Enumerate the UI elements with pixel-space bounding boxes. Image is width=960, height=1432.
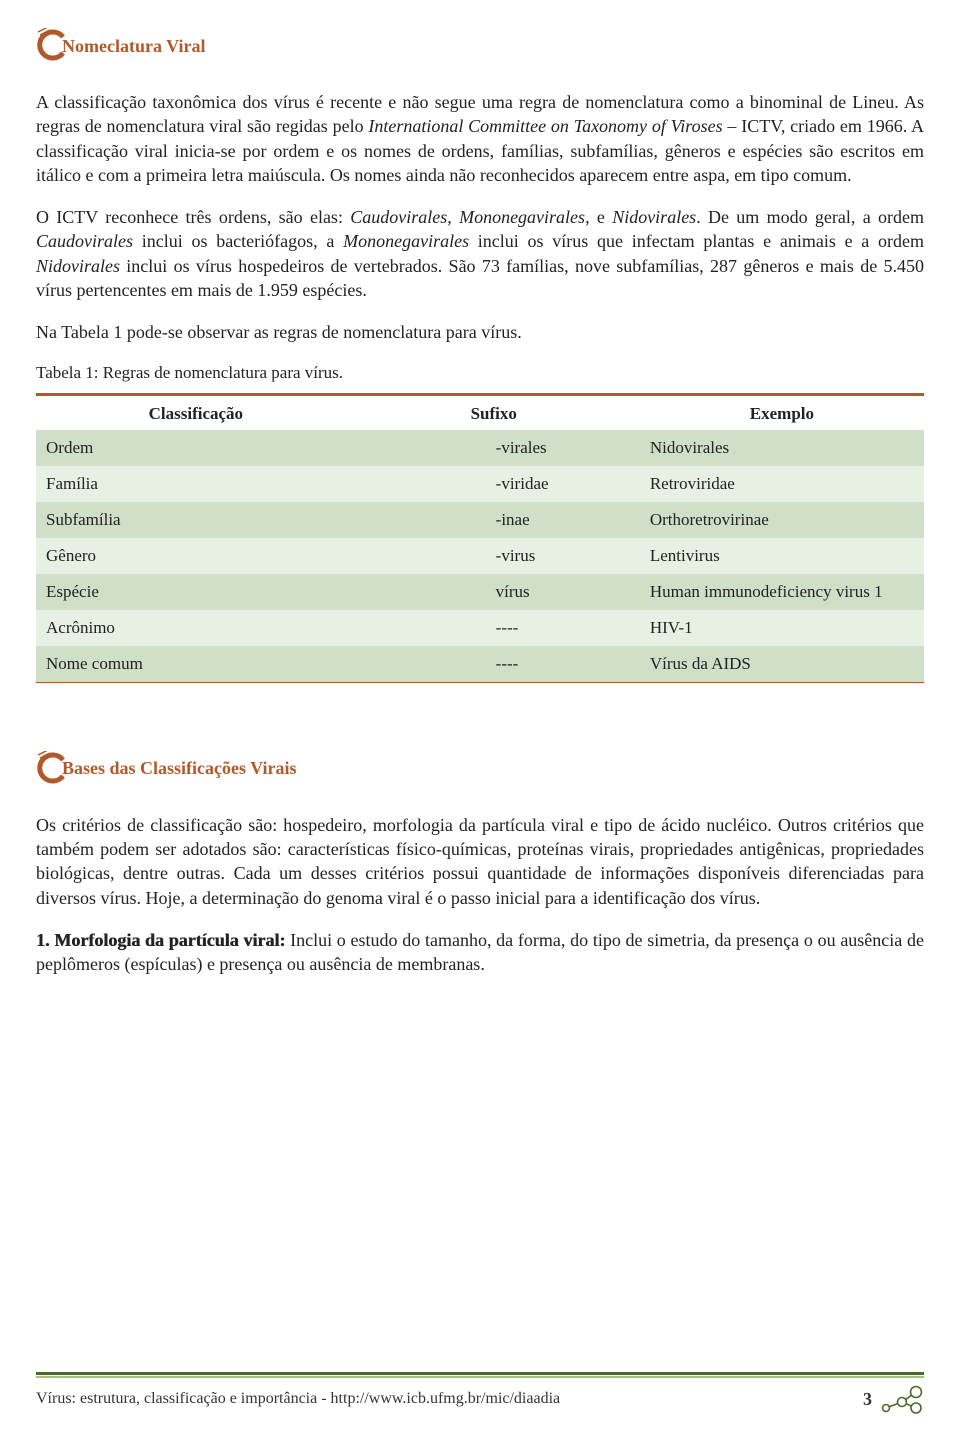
cell: Nome comum	[36, 646, 356, 682]
cell: Nidovirales	[640, 430, 924, 466]
table-row: Subfamília-inaeOrthoretrovirinae	[36, 502, 924, 538]
cell: Acrônimo	[36, 610, 356, 646]
cell: ----	[356, 610, 640, 646]
table-row: Família-viridaeRetroviridae	[36, 466, 924, 502]
cell: Orthoretrovirinae	[640, 502, 924, 538]
table-row: Ordem-viralesNidovirales	[36, 430, 924, 466]
page-number: 3	[863, 1389, 872, 1410]
cell: Retroviridae	[640, 466, 924, 502]
cell: -virales	[356, 430, 640, 466]
paragraph-4: Os critérios de classificação são: hospe…	[36, 813, 924, 910]
text-italic: Caudovirales	[36, 231, 133, 251]
c-letter-icon	[36, 28, 70, 62]
cell: Subfamília	[36, 502, 356, 538]
text-italic: Mononegavirales	[343, 231, 469, 251]
table-row: Gênero-virusLentivirus	[36, 538, 924, 574]
table-top-rule	[36, 393, 924, 396]
cell: Gênero	[36, 538, 356, 574]
text-italic: Caudovirales, Mononegavirales	[350, 207, 585, 227]
text: inclui os bacteriófagos, a	[133, 231, 343, 251]
cell: -virus	[356, 538, 640, 574]
text: inclui os vírus que infectam plantas e a…	[469, 231, 924, 251]
nomenclature-table: Classificação Sufixo Exemplo Ordem-viral…	[36, 398, 924, 682]
table-row: EspécievírusHuman immunodeficiency virus…	[36, 574, 924, 610]
cell: -viridae	[356, 466, 640, 502]
paragraph-5: 1. Morfologia da partícula viral: Inclui…	[36, 928, 924, 977]
c-letter-icon	[36, 751, 70, 785]
cell: Vírus da AIDS	[640, 646, 924, 682]
footer-right: 3	[863, 1384, 924, 1414]
col-header: Exemplo	[640, 398, 924, 430]
footer-rule	[36, 1372, 924, 1375]
subsection-label: 1. Morfologia da partícula viral:	[36, 930, 285, 950]
cell: Espécie	[36, 574, 356, 610]
cell: Lentivirus	[640, 538, 924, 574]
cell: Human immunodeficiency virus 1	[640, 574, 924, 610]
molecule-icon	[880, 1384, 924, 1414]
cell: HIV-1	[640, 610, 924, 646]
footer-text: Vírus: estrutura, classificação e import…	[36, 1390, 560, 1408]
cell: -inae	[356, 502, 640, 538]
section-heading-nomenclature: Nomeclatura Viral	[36, 28, 924, 62]
text: . De um modo geral, a ordem	[696, 207, 924, 227]
section-heading-bases: Bases das Classificações Virais	[36, 751, 924, 785]
paragraph-2: O ICTV reconhece três ordens, são elas: …	[36, 205, 924, 302]
text-italic: Nidovirales	[612, 207, 696, 227]
col-header: Classificação	[36, 398, 356, 430]
text: O ICTV reconhece três ordens, são elas:	[36, 207, 350, 227]
cell: ----	[356, 646, 640, 682]
table-row: Acrônimo----HIV-1	[36, 610, 924, 646]
text-italic: International Committee on Taxonomy of V…	[368, 116, 722, 136]
text: , e	[585, 207, 612, 227]
cell: Ordem	[36, 430, 356, 466]
paragraph-3: Na Tabela 1 pode-se observar as regras d…	[36, 320, 924, 344]
section-title: Nomeclatura Viral	[62, 34, 205, 57]
table-header-row: Classificação Sufixo Exemplo	[36, 398, 924, 430]
section-title: Bases das Classificações Virais	[62, 756, 297, 779]
paragraph-1: A classificação taxonômica dos vírus é r…	[36, 90, 924, 187]
col-header: Sufixo	[356, 398, 640, 430]
text-italic: Nidovirales	[36, 256, 120, 276]
table-row: Nome comum----Vírus da AIDS	[36, 646, 924, 682]
text: inclui os vírus hospedeiros de vertebrad…	[36, 256, 924, 300]
page-footer: Vírus: estrutura, classificação e import…	[36, 1372, 924, 1414]
cell: vírus	[356, 574, 640, 610]
table-caption: Tabela 1: Regras de nomenclatura para ví…	[36, 363, 924, 383]
cell: Família	[36, 466, 356, 502]
